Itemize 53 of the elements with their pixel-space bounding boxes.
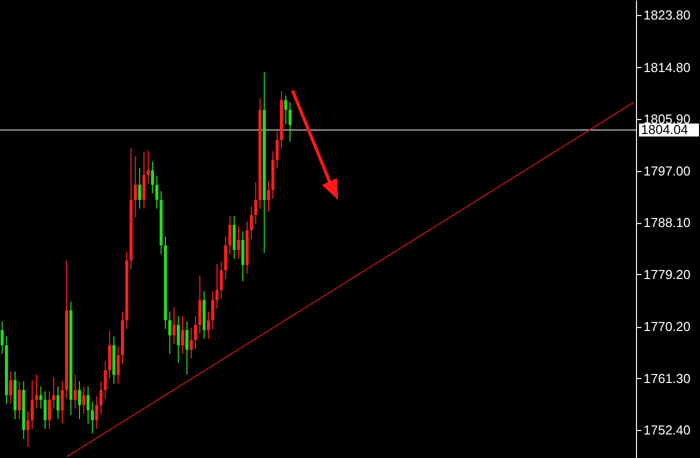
candlestick [168, 311, 172, 354]
candlestick [30, 380, 34, 430]
candlestick [0, 320, 4, 354]
candlestick [18, 380, 21, 420]
candlestick [116, 346, 120, 384]
y-tick-label: 1752.40 [644, 422, 690, 438]
candlestick [60, 380, 64, 424]
candlestick [284, 94, 288, 125]
y-tick-label: 1770.20 [644, 319, 690, 334]
candlestick [185, 320, 188, 375]
candlestick [48, 390, 51, 430]
y-tick-label: 1788.10 [644, 215, 690, 230]
candlestick [134, 156, 137, 218]
candlestick [39, 386, 42, 410]
candlestick [146, 150, 150, 184]
candlestick [237, 226, 240, 260]
candlestick [254, 182, 258, 224]
candlestick [26, 411, 30, 448]
candlestick [151, 161, 154, 194]
candlestick [250, 206, 253, 240]
candlestick [90, 401, 94, 434]
y-tick-label: 1761.30 [644, 370, 690, 386]
candlestick [35, 374, 38, 410]
candlestick [56, 386, 60, 420]
y-tick-label: 1779.20 [644, 266, 690, 282]
candlestick [155, 176, 158, 210]
candlestick [52, 376, 56, 410]
candlestick [82, 386, 86, 414]
candlestick [99, 380, 102, 414]
y-tick-label: 1797.00 [644, 163, 690, 178]
candlestick [74, 374, 77, 410]
candlestick [194, 316, 198, 350]
candlestick [176, 316, 180, 364]
candlestick [211, 290, 214, 330]
candlestick [95, 396, 98, 430]
candlestick [206, 311, 210, 340]
candlestick [138, 167, 142, 210]
candlestick [104, 361, 107, 400]
candlestick [267, 180, 270, 212]
candlestick [288, 102, 292, 142]
candlestick [190, 327, 193, 360]
candlestick [228, 216, 232, 254]
y-tick-label: 1814.80 [644, 60, 690, 75]
candlestick [220, 261, 223, 300]
candlestick [216, 263, 219, 310]
candlestick [9, 370, 12, 404]
candlestick [172, 306, 176, 345]
candlestick [44, 390, 47, 430]
candlestick [86, 386, 90, 424]
candlestick [181, 316, 184, 354]
y-tick-label: 1823.80 [644, 8, 690, 23]
candlestick [276, 130, 279, 170]
candlestick [78, 380, 81, 420]
